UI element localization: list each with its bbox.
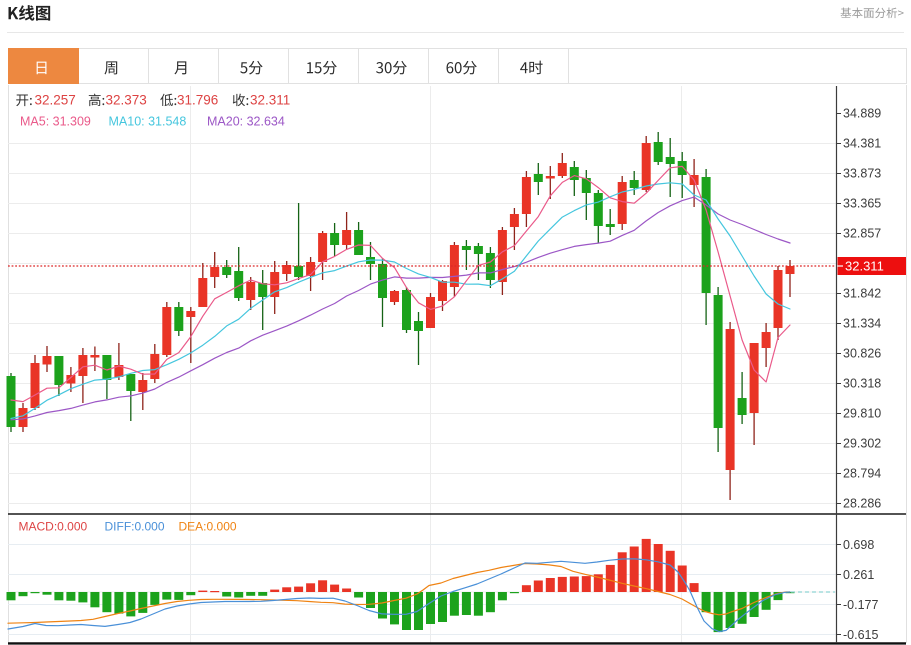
- svg-text:29.810: 29.810: [843, 407, 881, 421]
- svg-text:32.857: 32.857: [843, 227, 881, 241]
- svg-text:-0.177: -0.177: [843, 598, 878, 612]
- svg-text:33.873: 33.873: [843, 167, 881, 181]
- svg-text:33.365: 33.365: [843, 197, 881, 211]
- svg-text:-0.615: -0.615: [843, 628, 878, 642]
- svg-text:28.794: 28.794: [843, 467, 881, 481]
- svg-text:28.286: 28.286: [843, 497, 881, 511]
- svg-text:MA20: 32.634: MA20: 32.634: [207, 115, 285, 129]
- svg-text:31.334: 31.334: [843, 317, 881, 331]
- svg-text:MA5: 31.309: MA5: 31.309: [20, 115, 91, 129]
- svg-text:MACD:0.000: MACD:0.000: [19, 520, 88, 534]
- svg-text:34.381: 34.381: [843, 137, 881, 151]
- svg-text:32.311: 32.311: [845, 259, 884, 274]
- svg-text:31.842: 31.842: [843, 287, 881, 301]
- svg-text:30.318: 30.318: [843, 377, 881, 391]
- svg-text:32.311: 32.311: [250, 93, 290, 108]
- svg-text:DIFF:0.000: DIFF:0.000: [105, 520, 165, 534]
- svg-text:31.796: 31.796: [177, 93, 218, 108]
- svg-text:MA10: 31.548: MA10: 31.548: [109, 115, 187, 129]
- svg-text:32.257: 32.257: [35, 93, 76, 108]
- svg-text:29.302: 29.302: [843, 437, 881, 451]
- svg-text:0.261: 0.261: [843, 568, 874, 582]
- svg-text:DEA:0.000: DEA:0.000: [179, 520, 237, 534]
- svg-text:34.889: 34.889: [843, 107, 881, 121]
- svg-text:30.826: 30.826: [843, 347, 881, 361]
- svg-text:32.373: 32.373: [106, 93, 147, 108]
- svg-text:0.698: 0.698: [843, 538, 874, 552]
